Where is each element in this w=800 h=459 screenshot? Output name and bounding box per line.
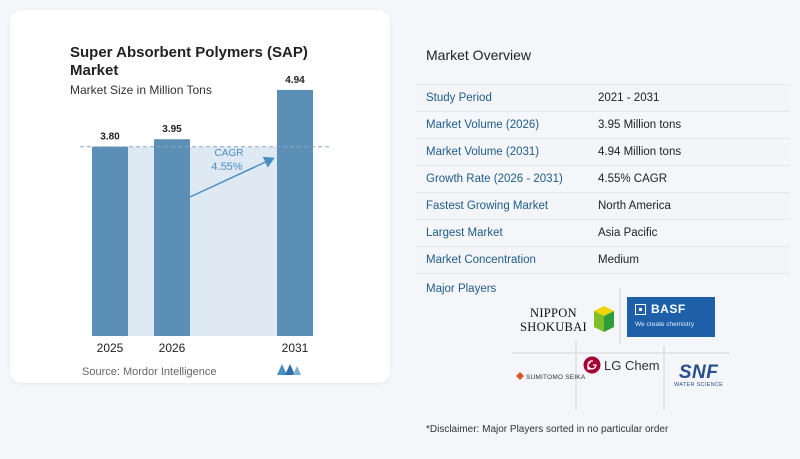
- row-value: Asia Pacific: [598, 227, 658, 239]
- basf-name: BASF: [651, 302, 686, 316]
- table-row: Market Volume (2026) 3.95 Million tons: [416, 111, 790, 138]
- row-label: Market Concentration: [426, 254, 536, 266]
- row-value: North America: [598, 200, 671, 212]
- sumitomo-diamond-icon: [516, 372, 524, 380]
- row-label: Study Period: [426, 92, 492, 104]
- major-players-label: Major Players: [426, 283, 497, 295]
- table-row: Market Concentration Medium: [416, 246, 790, 274]
- lg-face-icon: [583, 356, 601, 374]
- nippon-cube-icon: [594, 306, 614, 332]
- lg-chem-logo: LG Chem: [604, 358, 660, 373]
- bar-2026: [154, 139, 190, 336]
- row-label: Market Volume (2026): [426, 119, 540, 131]
- nippon-shokubai-logo: NIPPON SHOKUBAI: [520, 306, 587, 334]
- category-label: 2025: [97, 341, 124, 355]
- cagr-value: 4.55%: [211, 161, 242, 173]
- row-value: 4.55% CAGR: [598, 173, 668, 185]
- chart-subtitle: Market Size in Million Tons: [70, 83, 212, 97]
- row-label: Fastest Growing Market: [426, 200, 549, 212]
- bar-2031: [277, 89, 313, 336]
- bar-2025: [92, 146, 128, 336]
- value-label: 3.80: [100, 132, 120, 143]
- row-label: Market Volume (2031): [426, 146, 540, 158]
- snf-tagline: WATER SCIENCE: [674, 382, 724, 388]
- overview-table: Study Period 2021 - 2031 Market Volume (…: [416, 84, 790, 274]
- basf-square-icon: [635, 304, 646, 315]
- nippon-line1: NIPPON: [530, 306, 577, 320]
- bar-chart: 3.80 2025 3.95 2026 4.94 2031 CAGR 4.55%: [80, 75, 330, 355]
- basf-tagline: We create chemistry: [635, 321, 695, 328]
- row-label: Largest Market: [426, 227, 503, 239]
- row-value: Medium: [598, 254, 639, 266]
- overview-title: Market Overview: [426, 47, 532, 63]
- basf-logo: BASF We create chemistry: [627, 297, 715, 337]
- row-label: Growth Rate (2026 - 2031): [426, 173, 563, 185]
- table-row: Study Period 2021 - 2031: [416, 84, 790, 111]
- table-row: Largest Market Asia Pacific: [416, 219, 790, 246]
- snf-logo: SNF WATER SCIENCE: [674, 363, 723, 388]
- cagr-label: CAGR: [215, 148, 244, 159]
- cagr-arrow: [189, 156, 275, 198]
- snf-name: SNF: [678, 362, 719, 383]
- sumitomo-seika-logo: SUMITOMO SEIKA: [526, 374, 586, 381]
- value-label: 3.95: [162, 124, 182, 135]
- row-value: 4.94 Million tons: [598, 146, 682, 158]
- table-row: Fastest Growing Market North America: [416, 192, 790, 219]
- category-label: 2026: [159, 341, 186, 355]
- category-label: 2031: [282, 341, 309, 355]
- disclaimer: *Disclaimer: Major Players sorted in no …: [426, 424, 669, 435]
- chart-title: Super Absorbent Polymers (SAP) Market: [70, 44, 308, 79]
- row-value: 3.95 Million tons: [598, 119, 682, 131]
- mordor-logo-icon: [277, 364, 301, 375]
- source-note: Source: Mordor Intelligence: [82, 366, 217, 378]
- value-label: 4.94: [285, 75, 305, 86]
- row-value: 2021 - 2031: [598, 92, 660, 104]
- table-row: Growth Rate (2026 - 2031) 4.55% CAGR: [416, 165, 790, 192]
- table-row: Market Volume (2031) 4.94 Million tons: [416, 138, 790, 165]
- nippon-line2: SHOKUBAI: [520, 320, 587, 334]
